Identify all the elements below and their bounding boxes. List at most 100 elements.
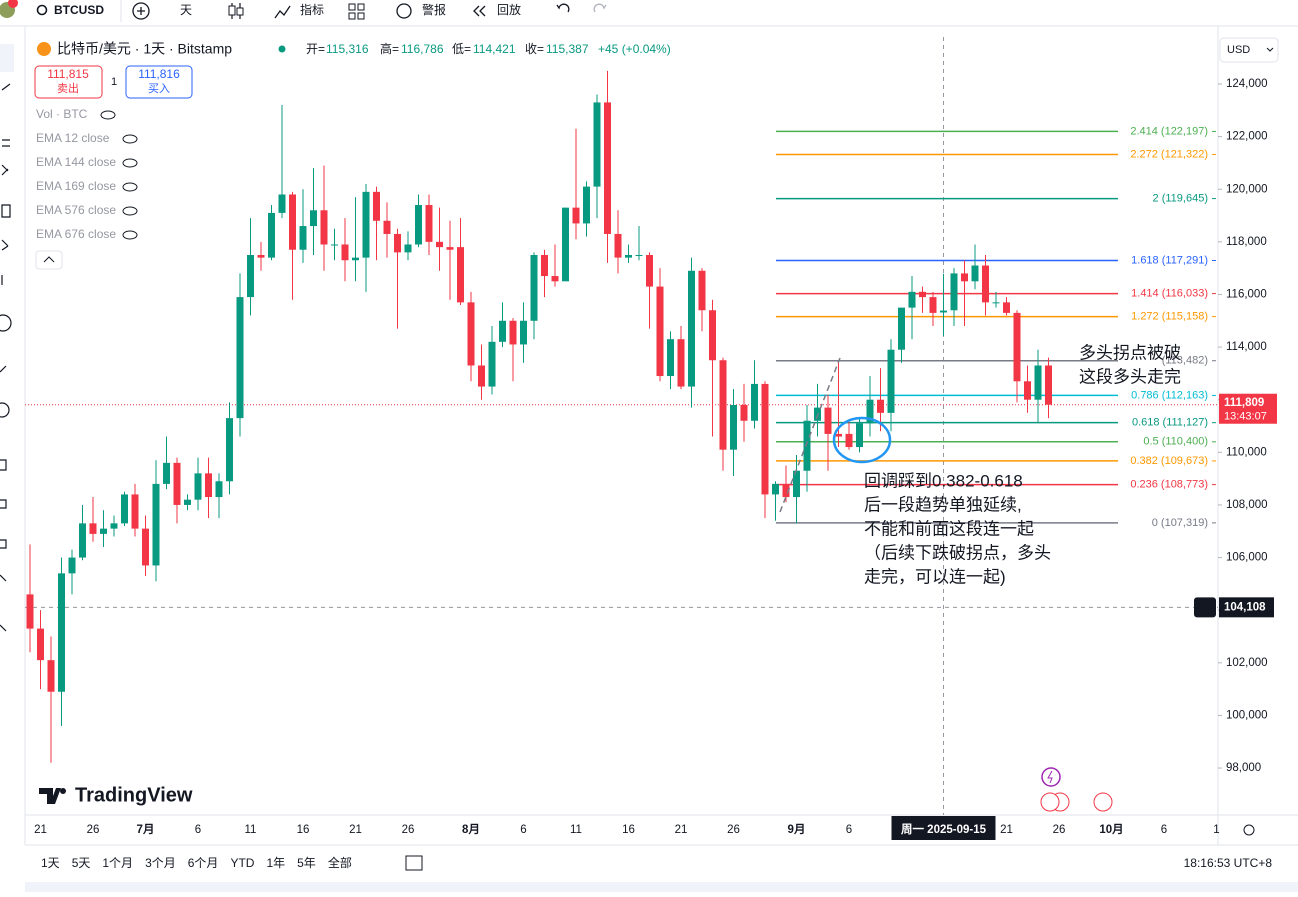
y-tick-label: 122,000 (1226, 131, 1268, 143)
visibility-icon[interactable] (122, 134, 138, 144)
candle-body (247, 255, 254, 298)
x-tick-label: 6 (1161, 824, 1167, 836)
candle-body (887, 349, 895, 413)
candle-body (971, 265, 979, 282)
symbol[interactable]: BTCUSD (54, 3, 104, 17)
y-tick-label: 98,000 (1226, 762, 1261, 774)
range-button[interactable]: 1个月 (102, 856, 133, 870)
range-button[interactable]: 1天 (41, 856, 60, 870)
trade-buttons: 111,815 卖出 1 111,816 买入 (34, 65, 193, 99)
visibility-icon[interactable] (122, 158, 138, 168)
trash-tool[interactable] (0, 624, 7, 632)
sell-label: 卖出 (57, 81, 79, 95)
tree-tool[interactable] (0, 539, 7, 549)
range-button[interactable]: 全部 (328, 855, 352, 870)
candle-body (173, 462, 181, 505)
candle-body (121, 494, 128, 524)
candle-body (89, 523, 97, 534)
x-tick-label: 11 (570, 824, 582, 836)
range-button[interactable]: 5年 (297, 856, 316, 870)
range-button[interactable]: 3个月 (145, 856, 176, 870)
y-tick-label: 114,000 (1226, 341, 1267, 353)
redo-button[interactable] (593, 3, 607, 13)
search-icon[interactable] (36, 4, 48, 16)
x-tick-label: 26 (402, 824, 415, 836)
fib-label: 2.414 (122,197) (1130, 125, 1208, 137)
countdown: 13:43:07 (1224, 411, 1267, 423)
candle-body (478, 365, 485, 387)
candle-body (625, 255, 632, 258)
candle-body (898, 307, 905, 350)
settings-button[interactable] (1243, 824, 1255, 836)
candle-body (656, 286, 664, 377)
layout-button[interactable] (348, 3, 365, 20)
x-tick-label: 10月 (1099, 823, 1123, 836)
undo-button[interactable] (556, 3, 570, 13)
candle-body (152, 483, 160, 566)
y-tick-label: 120,000 (1226, 183, 1268, 195)
range-button[interactable]: 6个月 (188, 856, 219, 870)
candle-icon (236, 7, 244, 16)
line-tool[interactable] (1, 83, 11, 91)
collapse-button[interactable] (35, 250, 63, 270)
candle-body (835, 433, 842, 437)
fib-label: (113,482) (1162, 355, 1208, 367)
candle-body (163, 462, 170, 484)
candle-body (58, 573, 65, 692)
btc-icon (37, 42, 51, 56)
candle-body (37, 628, 44, 661)
event-icons (1040, 767, 1113, 812)
range-button[interactable]: 5天 (72, 856, 91, 870)
fib-label: 0.382 (109,673) (1130, 455, 1208, 467)
goto-date-button[interactable] (405, 855, 423, 871)
alert-icon (396, 3, 412, 19)
visibility-icon[interactable] (122, 206, 138, 216)
x-tick-label: 26 (1053, 824, 1066, 836)
event-icon[interactable] (1093, 792, 1113, 812)
currency-button[interactable] (1219, 37, 1279, 63)
visibility-icon[interactable] (100, 110, 116, 120)
shape-tool[interactable] (1, 204, 11, 218)
market-status (278, 45, 286, 53)
fib-tool[interactable] (2, 139, 10, 147)
crosshair-button[interactable] (1194, 597, 1216, 618)
zoom-tool[interactable] (0, 365, 7, 373)
candle-body (352, 257, 359, 261)
eye-tool[interactable] (0, 574, 7, 582)
interval-button[interactable]: 天 (180, 3, 192, 17)
visibility-icon[interactable] (122, 182, 138, 192)
candle-body (299, 226, 307, 250)
candle-body (908, 291, 916, 308)
candle-body (667, 339, 674, 377)
range-button[interactable]: 1年 (266, 856, 285, 870)
crosshair-price-tag (1219, 597, 1274, 618)
alerts-button[interactable]: 警报 (422, 2, 446, 17)
magnet-tool[interactable] (0, 402, 10, 418)
candle-body (268, 212, 275, 258)
indicators-button[interactable]: 指标 (300, 2, 324, 17)
visibility-icon[interactable] (122, 230, 138, 240)
candle-body (215, 481, 223, 498)
candle-body (394, 233, 401, 253)
compare-button[interactable] (132, 2, 150, 20)
event-icon[interactable] (1040, 792, 1060, 812)
pattern-tool[interactable] (1, 164, 9, 176)
candle-body (467, 302, 475, 366)
candle-body (26, 594, 34, 629)
range-button[interactable]: YTD (230, 856, 254, 870)
candle-body (940, 310, 947, 313)
legend: 比特币/美元 · 1天 · Bitstamp 开= 115,316 高= 116… (37, 41, 671, 57)
event-icon[interactable] (1041, 767, 1061, 787)
brush-tool[interactable] (1, 239, 9, 251)
sell-button[interactable] (34, 65, 103, 99)
candle-body (551, 276, 559, 282)
candle-body (278, 194, 286, 213)
replay-button[interactable]: 回放 (497, 2, 521, 17)
lock-tool[interactable] (0, 459, 7, 471)
buy-button[interactable] (125, 65, 193, 99)
crosshair-date-tag (891, 816, 996, 840)
candle-body (877, 399, 884, 413)
hide-tool[interactable] (0, 499, 7, 509)
measure-tool[interactable] (0, 314, 12, 332)
cursor-tool[interactable] (0, 44, 14, 72)
